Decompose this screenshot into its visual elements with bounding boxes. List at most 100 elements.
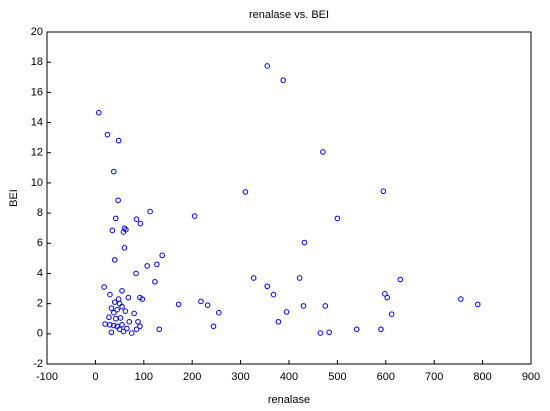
y-tick-label: 18 [31, 56, 43, 68]
point [133, 326, 140, 333]
y-tick-label: 10 [31, 177, 43, 189]
x-tick-label: 100 [135, 371, 153, 383]
point [458, 296, 464, 302]
point [135, 318, 141, 325]
x-tick-label: 600 [377, 371, 395, 383]
x-tick-label: 400 [280, 371, 298, 383]
point [216, 309, 222, 316]
point [159, 252, 165, 259]
y-tick-label: 8 [37, 207, 43, 219]
x-tick-label: 800 [473, 371, 491, 383]
y-tick-label: 14 [31, 116, 43, 128]
point [126, 318, 133, 325]
point [119, 288, 125, 294]
y-axis-label: BEI [8, 189, 20, 207]
point [275, 318, 282, 325]
point [106, 314, 112, 321]
point [117, 315, 124, 321]
point [119, 303, 125, 310]
point [115, 137, 122, 144]
point [111, 257, 118, 263]
point [380, 188, 387, 195]
x-tick-label: 300 [231, 371, 249, 383]
point [320, 149, 326, 155]
point [283, 309, 290, 315]
y-tick-label: 6 [37, 237, 43, 249]
x-tick-label: 200 [183, 371, 201, 383]
point [121, 245, 128, 251]
point [264, 63, 271, 69]
point [384, 294, 391, 301]
point [133, 216, 140, 222]
point [147, 208, 153, 215]
point [317, 330, 324, 336]
y-tick-label: -2 [33, 358, 43, 370]
point [95, 109, 102, 116]
point [133, 270, 139, 277]
point [353, 326, 360, 333]
point [115, 197, 121, 204]
point [382, 291, 388, 297]
point [210, 323, 217, 330]
point [122, 308, 129, 314]
point [270, 291, 277, 298]
point [378, 326, 384, 333]
point [334, 215, 341, 222]
point [109, 227, 116, 234]
y-tick-label: 16 [31, 86, 43, 98]
point [131, 310, 137, 317]
point [296, 275, 303, 281]
point [108, 329, 115, 336]
point [111, 299, 118, 305]
point [388, 311, 395, 318]
point [137, 323, 143, 330]
point [119, 321, 125, 328]
point [121, 225, 128, 231]
point [175, 301, 182, 308]
point [474, 301, 481, 308]
point [114, 306, 120, 313]
point [112, 215, 119, 222]
y-tick-label: 0 [37, 328, 43, 340]
point [397, 276, 404, 283]
point [204, 302, 211, 308]
point [280, 77, 286, 84]
x-tick-label: 700 [425, 371, 443, 383]
point [107, 291, 113, 298]
point [198, 298, 204, 305]
y-tick-label: 12 [31, 147, 43, 159]
point [154, 261, 160, 268]
point [156, 326, 163, 333]
point [242, 189, 249, 195]
point [112, 315, 119, 322]
point [301, 239, 308, 246]
point [123, 226, 129, 233]
point [110, 168, 117, 175]
y-tick-label: 20 [31, 26, 43, 38]
x-tick-label: 500 [328, 371, 346, 383]
point [139, 296, 146, 302]
y-tick-label: 2 [37, 298, 43, 310]
x-axis-label: renalase [268, 394, 310, 406]
x-tick-label: -100 [36, 371, 58, 383]
point [110, 309, 117, 316]
y-tick-label: 4 [37, 267, 43, 279]
point [250, 275, 257, 281]
point [264, 283, 271, 290]
point [191, 213, 198, 219]
point [108, 305, 115, 311]
point [125, 294, 132, 301]
point [104, 131, 111, 138]
x-tick-label: 0 [92, 371, 98, 383]
point [120, 328, 127, 335]
point [110, 322, 117, 329]
point [322, 303, 329, 309]
x-tick-label: 900 [522, 371, 540, 383]
point [124, 325, 130, 332]
point [101, 284, 107, 290]
point [326, 329, 332, 336]
point [102, 321, 108, 327]
point [144, 263, 150, 269]
point [128, 330, 135, 336]
